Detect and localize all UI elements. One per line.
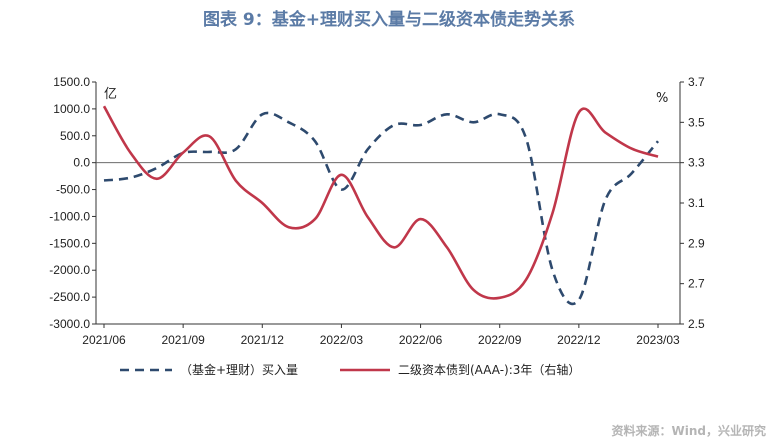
left-tick-label: -1000.0 bbox=[49, 209, 90, 223]
left-tick-label: 500.0 bbox=[60, 129, 90, 143]
right-tick-label: 3.1 bbox=[688, 196, 705, 210]
left-tick-label: 1000.0 bbox=[53, 102, 90, 116]
x-tick-label: 2022/09 bbox=[478, 333, 522, 347]
right-tick-label: 3.5 bbox=[688, 115, 705, 129]
x-tick-label: 2023/03 bbox=[636, 333, 680, 347]
right-axis-unit: % bbox=[656, 91, 668, 106]
right-tick-label: 2.5 bbox=[688, 317, 705, 331]
left-tick-label: -500.0 bbox=[56, 183, 90, 197]
source-note: 资料来源：Wind，兴业研究 bbox=[611, 424, 766, 438]
left-tick-label: -1500.0 bbox=[49, 236, 90, 250]
legend-label-tier2-yield: 二级资本债到(AAA-):3年（右轴） bbox=[398, 362, 580, 377]
x-tick-label: 2022/03 bbox=[320, 333, 364, 347]
left-tick-label: -3000.0 bbox=[49, 317, 90, 331]
x-tick-label: 2021/12 bbox=[241, 333, 285, 347]
right-tick-label: 3.3 bbox=[688, 156, 705, 170]
series-line-fund-wealth-purchase bbox=[103, 111, 660, 306]
legend: （基金+理财）买入量 二级资本债到(AAA-):3年（右轴） bbox=[120, 362, 580, 377]
left-tick-label: -2500.0 bbox=[49, 290, 90, 304]
series-right bbox=[102, 105, 659, 300]
left-tick-label: 0.0 bbox=[73, 156, 90, 170]
x-tick-label: 2022/06 bbox=[399, 333, 443, 347]
left-tick-label: 1500.0 bbox=[53, 75, 90, 89]
left-tick-label: -2000.0 bbox=[49, 263, 90, 277]
axes: 1500.0 1000.0 500.0 0.0 -500.0 -1000.0 -1500.0… bbox=[49, 75, 705, 347]
x-tick-label: 2021/09 bbox=[161, 333, 205, 347]
right-tick-label: 2.7 bbox=[688, 277, 705, 291]
left-axis-unit: 亿 bbox=[104, 87, 117, 102]
right-tick-label: 3.7 bbox=[688, 75, 705, 89]
chart-title: 图表 9：基金+理财买入量与二级资本债走势关系 bbox=[203, 10, 575, 30]
legend-label-fund-wealth: （基金+理财）买入量 bbox=[180, 362, 298, 377]
x-tick-label: 2021/06 bbox=[82, 333, 126, 347]
series-line-tier2-bond-yield bbox=[102, 105, 659, 300]
right-tick-label: 2.9 bbox=[688, 236, 705, 250]
series-left bbox=[103, 111, 660, 306]
x-tick-label: 2022/12 bbox=[557, 333, 601, 347]
